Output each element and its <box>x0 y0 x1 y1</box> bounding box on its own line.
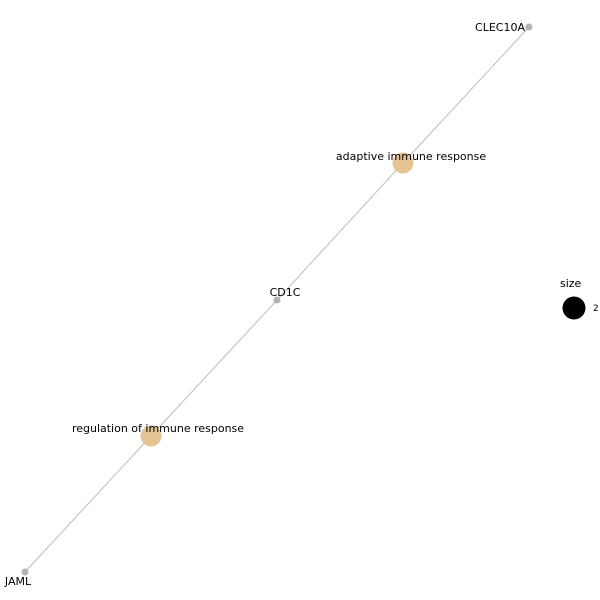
legend-title: size <box>560 277 582 290</box>
label-clec10a: CLEC10A <box>475 21 525 34</box>
edge-regulation-jaml <box>24 435 152 573</box>
label-adaptive-immune-response: adaptive immune response <box>336 150 486 163</box>
label-jaml: JAML <box>4 575 32 588</box>
edge-clec10a-adaptive <box>402 26 530 164</box>
label-regulation-of-immune-response: regulation of immune response <box>72 422 244 435</box>
node-jaml <box>21 568 29 576</box>
edge-adaptive-cd1c <box>276 162 404 301</box>
size-legend: size 2 <box>560 277 599 320</box>
legend-size-value: 2 <box>593 304 599 314</box>
node-clec10a <box>525 23 533 31</box>
node-regulation-of-immune-response <box>140 425 162 447</box>
node-adaptive-immune-response <box>392 152 414 174</box>
node-cd1c <box>273 296 281 304</box>
legend-size-marker <box>562 296 586 320</box>
edge-cd1c-regulation <box>150 299 278 437</box>
label-cd1c: CD1C <box>270 286 301 299</box>
